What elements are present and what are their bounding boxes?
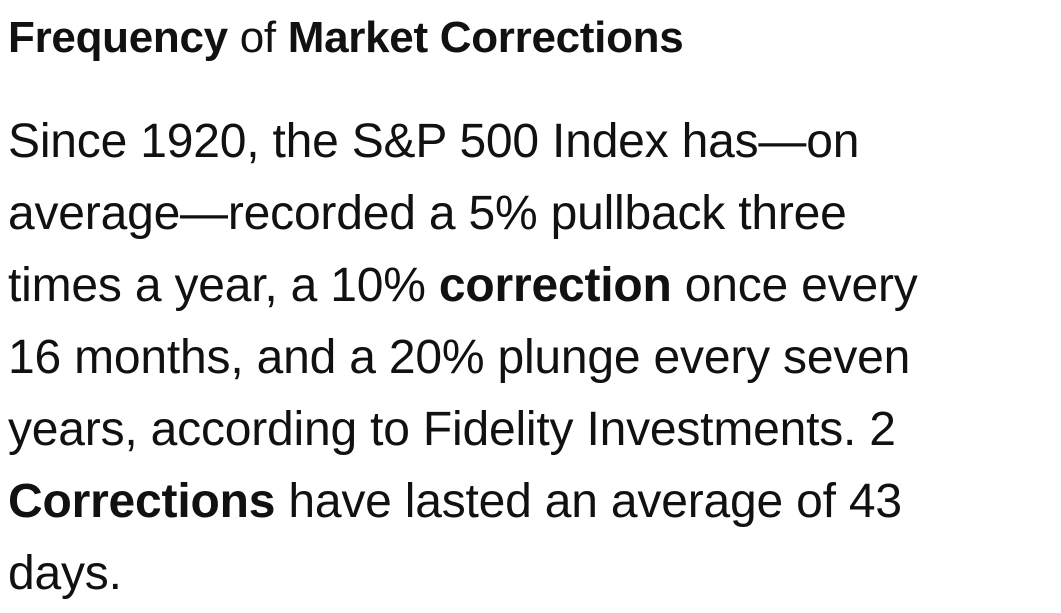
heading-bold-market-corrections: Market Corrections	[287, 13, 684, 62]
paragraph-line-5: years, according to Fidelity Investments…	[8, 403, 896, 456]
paragraph-line-4: 16 months, and a 20% plunge every seven	[8, 331, 911, 384]
paragraph-line-3-start: times a year, a 10%	[8, 259, 439, 312]
paragraph-line-7: days.	[8, 547, 122, 600]
paragraph-line-1: Since 1920, the S&P 500 Index has—on	[8, 115, 860, 168]
heading-bold-frequency: Frequency	[8, 13, 228, 62]
paragraph-line-6-end: have lasted an average of 43	[275, 475, 902, 528]
term-corrections: Corrections	[8, 475, 276, 528]
paragraph-line-6: Corrections have lasted an average of 43	[8, 466, 918, 538]
term-correction: correction	[438, 259, 672, 312]
paragraph-line-3: times a year, a 10% correction once ever…	[8, 250, 918, 322]
heading-of: of	[227, 13, 288, 62]
paragraph-line-3-end: once every	[671, 259, 918, 312]
heading: Frequency of Market Corrections	[8, 12, 684, 64]
paragraph-line-2: average—recorded a 5% pullback three	[8, 187, 847, 240]
paragraph: Since 1920, the S&P 500 Index has—on ave…	[8, 106, 918, 610]
